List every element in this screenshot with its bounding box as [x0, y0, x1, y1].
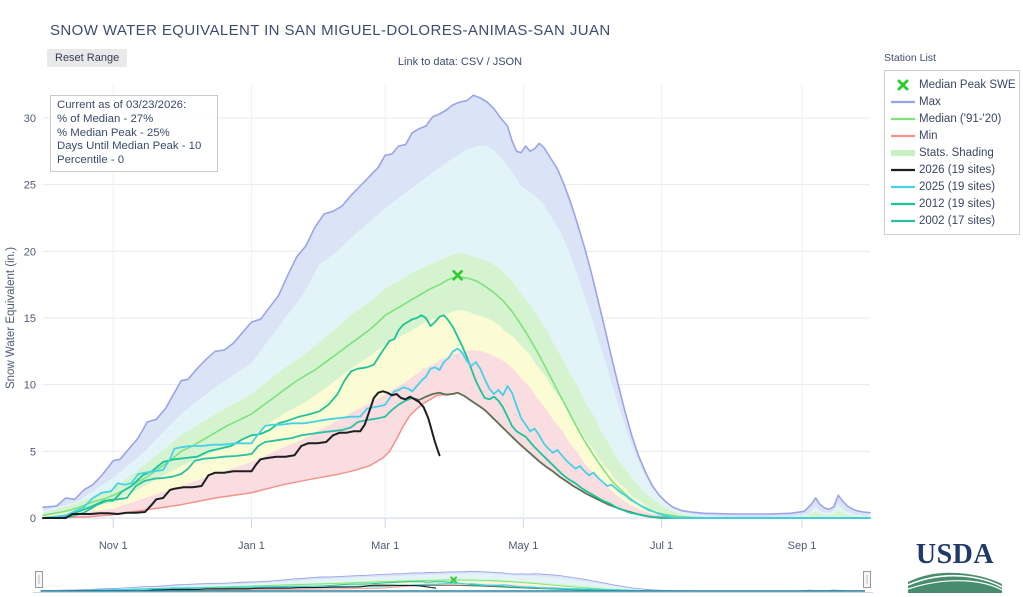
legend-line-swatch-icon [887, 198, 919, 210]
x-tick-label: Nov 1 [99, 540, 128, 552]
legend-item[interactable]: Stats. Shading [887, 144, 1019, 161]
shading-70th-90th [41, 573, 864, 591]
series-y2025 [40, 582, 865, 592]
status-line-date: Current as of 03/23/2026: [57, 99, 187, 111]
series-y2002_rise [42, 397, 414, 519]
current-status-box: Current as of 03/23/2026: % of Median - … [50, 95, 218, 172]
series-max [42, 94, 871, 515]
legend-item[interactable]: Max [887, 93, 1019, 110]
legend-item[interactable]: Median ('91-'20) [887, 110, 1019, 127]
y-tick-label: 5 [30, 446, 36, 458]
stats-shading-30th-70th [43, 252, 870, 518]
legend-item[interactable]: 2026 (19 sites) [887, 161, 1019, 178]
shading-70th-90th [43, 146, 870, 518]
legend-item[interactable]: 2002 (17 sites) [887, 212, 1019, 229]
status-line-days-to-peak: Days Until Median Peak - 10 [57, 140, 202, 153]
x-tick-label: Mar 1 [371, 540, 399, 552]
legend-item-label: 2012 (19 sites) [919, 197, 996, 210]
reset-range-button[interactable]: Reset Range [47, 49, 128, 67]
navigator-plot [40, 571, 865, 592]
legend-item[interactable]: Min [887, 127, 1019, 144]
shading-min-10th [43, 350, 870, 518]
series-median [42, 275, 871, 519]
median-peak-swe-marker [452, 270, 463, 281]
legend-line-swatch-icon [887, 164, 919, 176]
status-line-pct-median: % of Median - 27% [57, 112, 154, 125]
legend-line-swatch-icon [887, 181, 919, 193]
y-tick-label: 0 [30, 513, 36, 525]
station-list-link[interactable]: Station List [884, 52, 936, 64]
median-peak-cross-icon [887, 79, 919, 91]
usda-logo-swoosh-icon [907, 572, 1003, 593]
status-line-pct-peak: % Median Peak - 25% [57, 126, 170, 139]
usda-logo: USDA [905, 541, 1005, 597]
legend-line-swatch-icon [887, 147, 919, 159]
x-tick-label: Jul 1 [650, 540, 673, 552]
y-tick-label: 20 [24, 246, 36, 258]
data-links: Link to data: CSV / JSON [355, 56, 565, 68]
x-tick-label: Jan 1 [238, 540, 265, 552]
json-link[interactable]: JSON [492, 56, 523, 68]
legend-line-swatch-icon [887, 113, 919, 125]
series-y2025 [42, 347, 871, 519]
series-y2012 [42, 314, 871, 519]
range-navigator[interactable] [33, 565, 873, 595]
status-line-percentile: Percentile - 0 [57, 154, 125, 167]
csv-link[interactable]: CSV [460, 56, 484, 68]
legend-line-swatch-icon [887, 96, 919, 108]
y-tick-label: 30 [24, 113, 36, 125]
legend-item-label: Min [919, 129, 938, 142]
legend-item-label: Max [919, 95, 941, 108]
median-peak-swe-marker [450, 576, 458, 584]
legend-item-label: Median Peak SWE [919, 78, 1016, 91]
legend-item[interactable]: 2012 (19 sites) [887, 195, 1019, 212]
link-to-data-label: Link to data: [397, 56, 461, 68]
usda-logo-text: USDA [915, 539, 995, 570]
y-tick-label: 15 [24, 313, 36, 325]
y-axis-title: Snow Water Equivalent (in.) [5, 247, 17, 389]
y-tick-label: 10 [24, 380, 36, 392]
x-tick-label: Sep 1 [788, 540, 817, 552]
shading-10th-30th [43, 310, 870, 518]
legend-item-label: 2002 (17 sites) [919, 214, 996, 227]
series-y2026 [42, 390, 441, 519]
y-tick-label: 25 [24, 180, 36, 192]
link-separator: / [483, 56, 493, 68]
legend-item-label: 2026 (19 sites) [919, 163, 996, 176]
legend-item-label: Median ('91-'20) [919, 112, 1002, 125]
legend-line-swatch-icon [887, 215, 919, 227]
page-title: SNOW WATER EQUIVALENT IN SAN MIGUEL-DOLO… [50, 22, 611, 39]
main-plot [42, 84, 871, 528]
legend-item-label: Stats. Shading [919, 146, 994, 159]
legend-line-swatch-icon [887, 130, 919, 142]
legend-item[interactable]: Median Peak SWE [887, 76, 1019, 93]
legend: Median Peak SWE Max Median ('91-'20) Min Sta… [884, 70, 1020, 235]
legend-item-label: 2025 (19 sites) [919, 180, 996, 193]
x-tick-label: May 1 [508, 540, 538, 552]
legend-item[interactable]: 2025 (19 sites) [887, 178, 1019, 195]
